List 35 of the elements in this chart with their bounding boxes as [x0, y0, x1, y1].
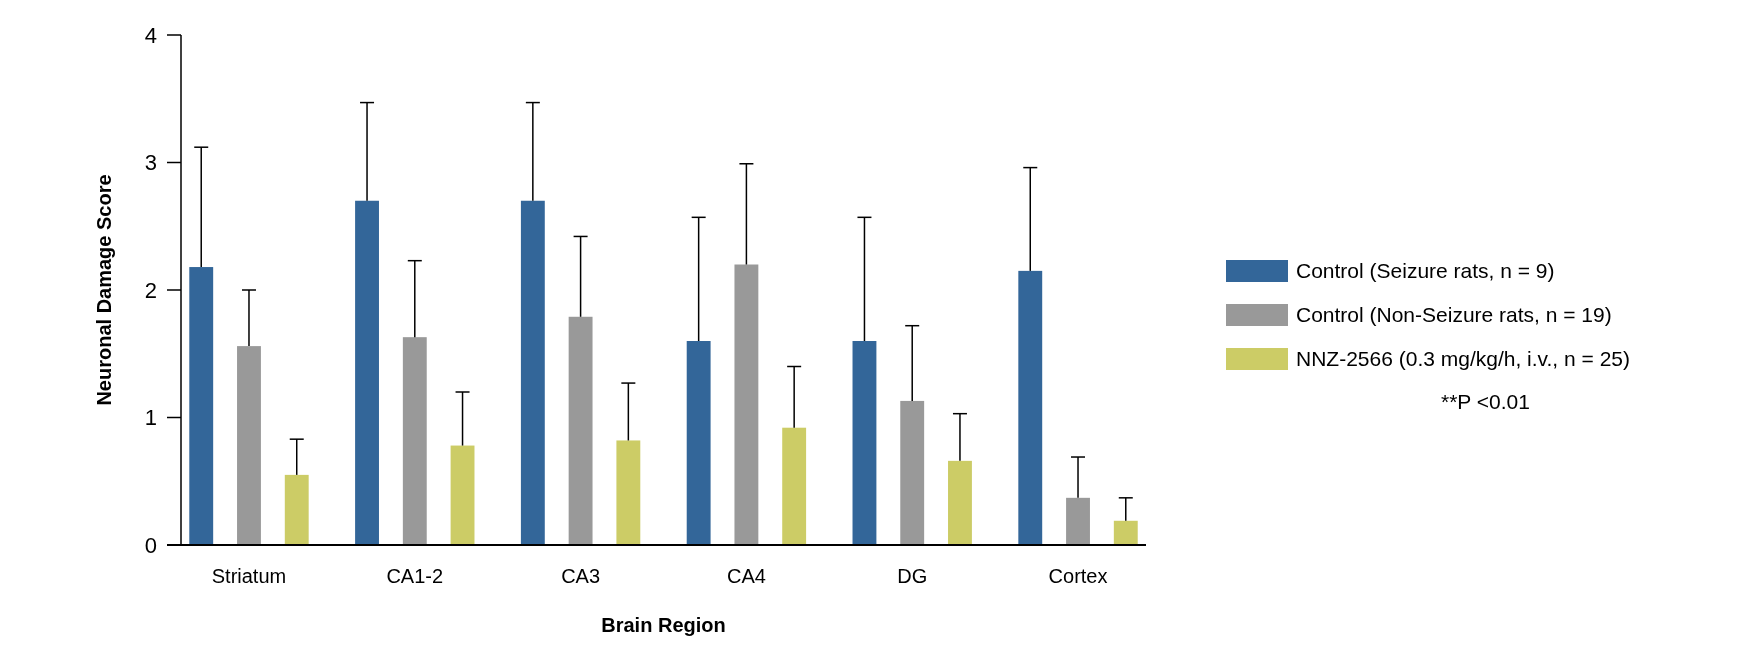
y-tick-label: 4: [144, 22, 157, 48]
x-tick-label: CA3: [561, 565, 601, 587]
bar: [284, 474, 309, 545]
bar: [734, 264, 759, 545]
bar: [1066, 497, 1090, 545]
legend-label: Control (Seizure rats, n = 9): [1296, 259, 1555, 283]
legend-label: Control (Non-Seizure rats, n = 19): [1296, 303, 1612, 327]
bar: [948, 460, 972, 545]
x-tick-label: Striatum: [211, 565, 287, 587]
bar: [189, 267, 214, 545]
bar: [237, 346, 261, 545]
bar: [852, 341, 877, 545]
bar: [686, 341, 711, 545]
x-tick-label: CA1-2: [386, 565, 444, 587]
x-tick-label: Cortex: [1048, 565, 1108, 587]
bar: [1113, 520, 1138, 545]
legend-label: NNZ-2566 (0.3 mg/kg/h, i.v., n = 25): [1296, 347, 1631, 371]
y-tick-label: 1: [144, 405, 157, 431]
bar: [568, 316, 593, 545]
y-axis-title: Neuronal Damage Score: [93, 174, 115, 406]
x-axis-title: Brain Region: [601, 614, 726, 636]
bar: [402, 337, 427, 545]
bar: [520, 200, 545, 545]
bar: [900, 400, 925, 545]
y-tick-label: 2: [144, 277, 157, 303]
x-tick-label: CA4: [726, 565, 766, 587]
y-tick-label: 0: [144, 532, 157, 558]
text: **P <0.01: [1441, 390, 1530, 414]
x-tick-label: DG: [897, 565, 928, 587]
bar: [782, 427, 807, 545]
bar: [616, 440, 641, 545]
bar: [355, 200, 379, 545]
bar: [1018, 270, 1043, 545]
bar: [450, 445, 475, 545]
y-tick-label: 3: [144, 150, 157, 176]
